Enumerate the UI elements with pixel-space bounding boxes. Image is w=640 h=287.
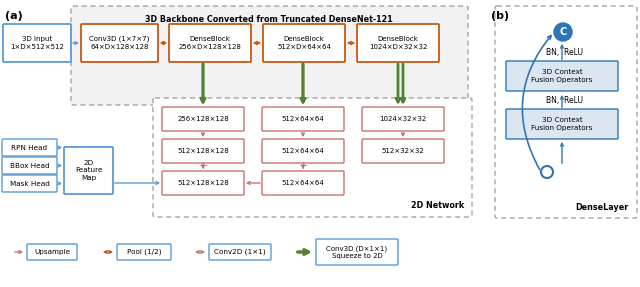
FancyBboxPatch shape xyxy=(316,239,398,265)
FancyBboxPatch shape xyxy=(209,244,271,260)
FancyBboxPatch shape xyxy=(495,6,637,218)
FancyBboxPatch shape xyxy=(153,98,472,217)
Text: C: C xyxy=(559,27,566,37)
FancyBboxPatch shape xyxy=(162,139,244,163)
Circle shape xyxy=(554,23,572,41)
FancyArrowPatch shape xyxy=(301,64,305,102)
Text: Conv2D (1×1): Conv2D (1×1) xyxy=(214,249,266,255)
FancyArrowPatch shape xyxy=(561,143,563,163)
Text: DenseBlock
256×D×128×128: DenseBlock 256×D×128×128 xyxy=(179,36,241,50)
FancyArrowPatch shape xyxy=(161,42,166,44)
Text: 512×128×128: 512×128×128 xyxy=(177,180,229,186)
Text: Upsample: Upsample xyxy=(34,249,70,255)
FancyBboxPatch shape xyxy=(262,107,344,131)
FancyArrowPatch shape xyxy=(201,64,205,102)
FancyArrowPatch shape xyxy=(196,251,204,253)
FancyArrowPatch shape xyxy=(298,250,308,254)
FancyBboxPatch shape xyxy=(64,147,113,194)
Text: 1024×32×32: 1024×32×32 xyxy=(380,116,427,122)
FancyBboxPatch shape xyxy=(262,139,344,163)
Text: 256×128×128: 256×128×128 xyxy=(177,116,229,122)
Text: 512×64×64: 512×64×64 xyxy=(282,180,324,186)
FancyArrowPatch shape xyxy=(247,182,260,184)
FancyBboxPatch shape xyxy=(362,107,444,131)
FancyArrowPatch shape xyxy=(301,64,305,102)
Text: DenseBlock
1024×D×32×32: DenseBlock 1024×D×32×32 xyxy=(369,36,427,50)
FancyBboxPatch shape xyxy=(27,244,77,260)
FancyBboxPatch shape xyxy=(262,171,344,195)
Text: DenseBlock
512×D×64×64: DenseBlock 512×D×64×64 xyxy=(277,36,331,50)
FancyBboxPatch shape xyxy=(506,109,618,139)
FancyArrowPatch shape xyxy=(58,182,61,185)
FancyArrowPatch shape xyxy=(58,146,61,149)
FancyArrowPatch shape xyxy=(115,182,159,184)
FancyArrowPatch shape xyxy=(15,251,22,253)
FancyArrowPatch shape xyxy=(201,64,205,102)
Text: +: + xyxy=(298,161,308,171)
Text: BN,  ReLU: BN, ReLU xyxy=(547,49,584,57)
Text: 512×64×64: 512×64×64 xyxy=(282,116,324,122)
FancyBboxPatch shape xyxy=(71,6,468,105)
FancyBboxPatch shape xyxy=(81,24,158,62)
FancyBboxPatch shape xyxy=(117,244,171,260)
FancyBboxPatch shape xyxy=(2,139,57,156)
FancyArrowPatch shape xyxy=(301,133,305,136)
Text: +: + xyxy=(198,161,208,171)
FancyArrowPatch shape xyxy=(522,36,551,170)
Text: (a): (a) xyxy=(5,11,23,21)
FancyArrowPatch shape xyxy=(561,45,563,59)
FancyArrowPatch shape xyxy=(202,133,204,136)
Text: 3D Backbone Converted from Truncated DenseNet-121: 3D Backbone Converted from Truncated Den… xyxy=(145,15,393,24)
Text: 512×128×128: 512×128×128 xyxy=(177,148,229,154)
Text: 512×64×64: 512×64×64 xyxy=(282,148,324,154)
Text: 512×32×32: 512×32×32 xyxy=(381,148,424,154)
Text: 3D Context
Fusion Operators: 3D Context Fusion Operators xyxy=(531,117,593,131)
FancyBboxPatch shape xyxy=(506,61,618,91)
FancyBboxPatch shape xyxy=(3,24,71,62)
FancyArrowPatch shape xyxy=(202,165,204,168)
Circle shape xyxy=(541,166,553,178)
FancyArrowPatch shape xyxy=(254,42,260,44)
Text: 3D Context
Fusion Operators: 3D Context Fusion Operators xyxy=(531,69,593,83)
Text: (b): (b) xyxy=(491,11,509,21)
Text: RPN Head: RPN Head xyxy=(12,144,47,150)
Text: Conv3D (1×7×7)
64×D×128×128: Conv3D (1×7×7) 64×D×128×128 xyxy=(90,36,150,50)
FancyArrowPatch shape xyxy=(561,96,563,107)
FancyArrowPatch shape xyxy=(401,64,405,102)
FancyBboxPatch shape xyxy=(162,107,244,131)
FancyArrowPatch shape xyxy=(73,42,77,44)
Text: 2D Network: 2D Network xyxy=(411,201,464,210)
Text: DenseLayer: DenseLayer xyxy=(575,203,628,212)
FancyArrowPatch shape xyxy=(58,164,61,167)
FancyArrowPatch shape xyxy=(104,251,111,253)
FancyArrowPatch shape xyxy=(301,165,305,168)
Text: 2D
Feature
Map: 2D Feature Map xyxy=(75,160,102,181)
Text: Conv3D (D×1×1)
Squeeze to 2D: Conv3D (D×1×1) Squeeze to 2D xyxy=(326,245,388,259)
FancyBboxPatch shape xyxy=(162,171,244,195)
Text: Mask Head: Mask Head xyxy=(10,181,49,187)
FancyBboxPatch shape xyxy=(169,24,251,62)
FancyBboxPatch shape xyxy=(263,24,345,62)
FancyBboxPatch shape xyxy=(362,139,444,163)
FancyBboxPatch shape xyxy=(2,175,57,192)
Text: BN,  ReLU: BN, ReLU xyxy=(547,96,584,106)
FancyArrowPatch shape xyxy=(396,64,400,102)
Text: 3D Input
1×D×512×512: 3D Input 1×D×512×512 xyxy=(10,36,64,50)
FancyBboxPatch shape xyxy=(2,157,57,174)
Text: Pool (1/2): Pool (1/2) xyxy=(127,249,161,255)
FancyArrowPatch shape xyxy=(402,133,404,136)
Text: BBox Head: BBox Head xyxy=(10,162,49,168)
FancyArrowPatch shape xyxy=(348,42,354,44)
FancyBboxPatch shape xyxy=(357,24,439,62)
